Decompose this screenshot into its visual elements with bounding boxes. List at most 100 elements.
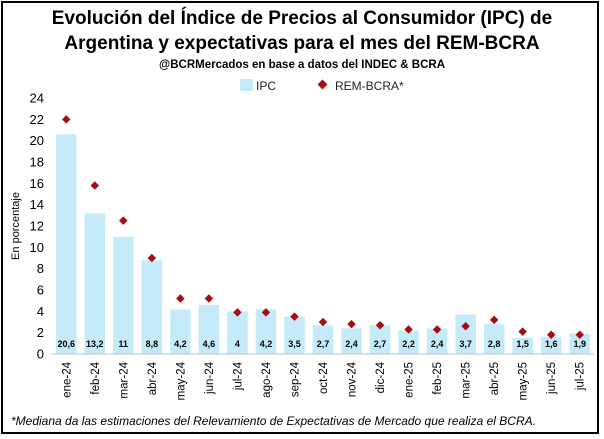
legend-swatch-rem — [317, 79, 328, 90]
ipc-bars — [55, 134, 591, 354]
chart-subtitle: @BCRMercados en base a datos del INDEC &… — [159, 59, 445, 71]
ipc-bar-value-label: 4,2 — [174, 339, 187, 349]
y-tick-label: 10 — [30, 240, 44, 255]
ipc-bar-value-label: 3,7 — [459, 339, 472, 349]
ipc-bar — [512, 338, 533, 354]
rem-marker — [176, 294, 185, 303]
ipc-bar-value-label: 4,2 — [260, 339, 273, 349]
x-tick-label: feb-25 — [432, 362, 444, 395]
ipc-bar — [369, 325, 391, 354]
ipc-bar-value-label: 2,4 — [345, 339, 358, 349]
ipc-bar — [198, 304, 220, 354]
ipc-bar-value-label: 13,2 — [86, 339, 104, 349]
ipc-bar — [483, 324, 505, 354]
ipc-bar-value-label: 20,6 — [57, 339, 75, 349]
chart-title: Evolución del Índice de Precios al Consu… — [52, 7, 552, 29]
ipc-bar-value-label: 2,2 — [402, 339, 415, 349]
ipc-bar — [455, 314, 476, 354]
rem-markers — [62, 115, 584, 340]
ipc-bar-value-label: 8,8 — [146, 339, 159, 349]
ipc-bar-labels: 20,6 13,2 11 8,8 4,2 4,6 4 4,2 3,5 2,7 2,4 2,7 2,2 2,… — [57, 339, 585, 349]
rem-marker — [347, 319, 356, 329]
ipc-bar — [84, 213, 106, 354]
ipc-bar — [141, 260, 163, 354]
x-tick-label: abr-24 — [147, 361, 159, 395]
ipc-bar — [170, 309, 191, 354]
ipc-bar — [113, 236, 134, 354]
rem-marker — [119, 216, 128, 225]
x-tick-label: dic-24 — [375, 361, 387, 393]
ipc-bar — [255, 309, 277, 354]
y-tick-label: 20 — [30, 133, 44, 148]
ipc-bar — [426, 328, 448, 354]
ipc-bar-value-label: 2,8 — [488, 339, 501, 349]
ipc-bar-value-label: 3,5 — [288, 339, 301, 349]
legend: IPC REM-BCRA* — [240, 79, 404, 93]
x-tick-label: feb-24 — [90, 361, 102, 394]
ipc-bar-value-label: 1,9 — [573, 339, 586, 349]
rem-marker — [233, 308, 242, 317]
x-tick-label: sep-24 — [289, 361, 301, 397]
rem-marker — [404, 325, 413, 334]
x-tick-label: nov-24 — [347, 361, 359, 397]
chart-title-line2: Argentina y expectativas para el mes del… — [64, 33, 539, 54]
x-tick-label: jun-24 — [204, 361, 216, 395]
ipc-bar — [284, 316, 305, 354]
rem-marker — [489, 315, 499, 325]
x-tick-label: mar-25 — [461, 362, 473, 398]
ipc-bar — [312, 325, 334, 354]
y-tick-label: 14 — [30, 197, 44, 212]
y-tick-label: 6 — [37, 283, 44, 298]
x-tick-label: ene-25 — [404, 362, 416, 398]
y-tick-label: 4 — [37, 304, 44, 319]
y-tick-label: 22 — [30, 112, 44, 127]
y-tick-label: 2 — [37, 325, 44, 340]
x-axis-ticks: ene-24 feb-24 mar-24 abr-24 may-24 jun-24 jul-… — [61, 361, 586, 400]
y-tick-label: 18 — [30, 155, 44, 170]
y-tick-label: 8 — [37, 261, 44, 276]
legend-swatch-ipc — [240, 79, 253, 91]
x-tick-label: ene-24 — [61, 361, 73, 397]
y-tick-label: 24 — [30, 91, 44, 106]
ipc-bar-value-label: 4,6 — [203, 339, 216, 349]
x-tick-label: jul-25 — [575, 362, 587, 391]
ipc-bar — [341, 328, 362, 354]
rem-marker — [90, 181, 100, 190]
x-tick-label: may-24 — [175, 361, 187, 400]
y-axis-label: En porcentaje — [10, 192, 22, 260]
ipc-bar — [540, 336, 562, 354]
ipc-bar — [569, 333, 591, 354]
rem-marker — [575, 330, 584, 340]
rem-marker — [147, 253, 157, 263]
ipc-bar-value-label: 4 — [235, 339, 240, 349]
ipc-bar — [398, 330, 419, 354]
x-tick-label: ago-24 — [261, 361, 273, 397]
x-tick-label: oct-24 — [318, 361, 330, 394]
legend-label-rem: REM-BCRA* — [335, 79, 404, 93]
rem-marker — [546, 330, 556, 340]
ipc-bar-value-label: 1,6 — [545, 339, 558, 349]
ipc-bar — [55, 134, 77, 354]
rem-marker — [432, 325, 442, 334]
y-tick-label: 12 — [30, 219, 44, 234]
rem-marker — [518, 327, 527, 336]
ipc-bar — [227, 311, 248, 354]
rem-marker — [290, 312, 299, 321]
y-tick-label: 16 — [30, 176, 44, 191]
ipc-bar-value-label: 1,5 — [516, 339, 529, 349]
x-tick-label: jul-24 — [232, 361, 244, 391]
y-tick-label: 0 — [37, 347, 44, 362]
x-tick-label: may-25 — [518, 362, 530, 400]
rem-marker — [375, 320, 385, 330]
rem-marker — [62, 115, 71, 124]
rem-marker — [461, 322, 470, 331]
ipc-bar-value-label: 2,4 — [431, 339, 444, 349]
rem-marker — [204, 294, 214, 303]
rem-marker — [261, 308, 271, 317]
ipc-bar-value-label: 2,7 — [317, 339, 330, 349]
x-tick-label: jun-25 — [546, 362, 558, 395]
x-tick-label: abr-25 — [489, 362, 501, 395]
rem-marker — [318, 317, 328, 327]
